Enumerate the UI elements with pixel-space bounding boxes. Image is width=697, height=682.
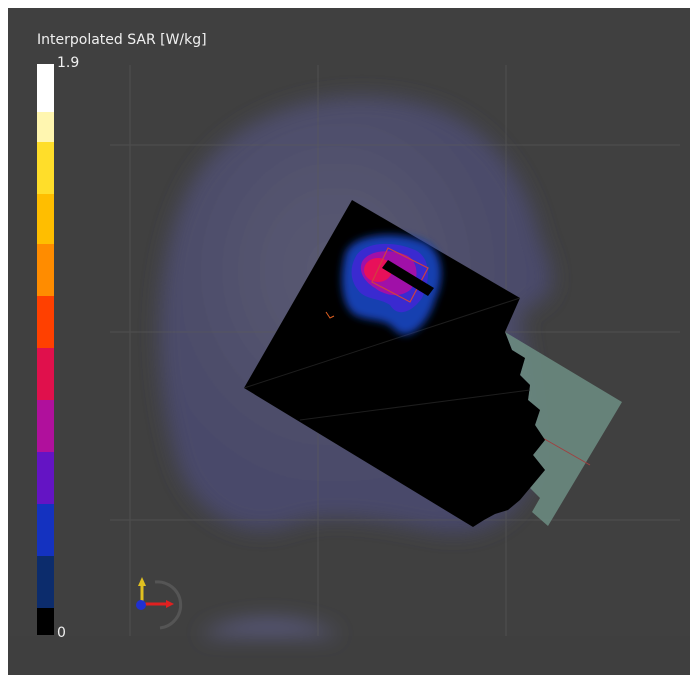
colorbar-segment bbox=[37, 452, 54, 504]
sar-hotspot bbox=[342, 235, 442, 335]
colorbar-segment bbox=[37, 194, 54, 244]
colorbar-title: Interpolated SAR [W/kg] bbox=[37, 32, 207, 48]
axis-triad bbox=[136, 577, 183, 630]
colorbar-segment bbox=[37, 112, 54, 142]
colorbar-segment bbox=[37, 142, 54, 194]
colorbar-max-label: 1.9 bbox=[57, 55, 79, 71]
colorbar-segment bbox=[37, 348, 54, 400]
colorbar-segment bbox=[37, 244, 54, 296]
colorbar-segment bbox=[37, 64, 54, 112]
colorbar-segment bbox=[37, 608, 54, 635]
bottom-strip bbox=[8, 636, 690, 675]
colorbar-segment bbox=[37, 504, 54, 556]
sar-plane bbox=[244, 200, 545, 527]
colorbar-segment bbox=[37, 296, 54, 348]
plane-grid bbox=[243, 297, 531, 421]
colorbar-segment bbox=[37, 556, 54, 608]
colorbar-min-label: 0 bbox=[57, 625, 66, 641]
device-patch bbox=[505, 332, 622, 526]
origin-marker bbox=[325, 311, 335, 319]
colorbar-segment bbox=[37, 400, 54, 452]
colorbar bbox=[37, 64, 54, 635]
